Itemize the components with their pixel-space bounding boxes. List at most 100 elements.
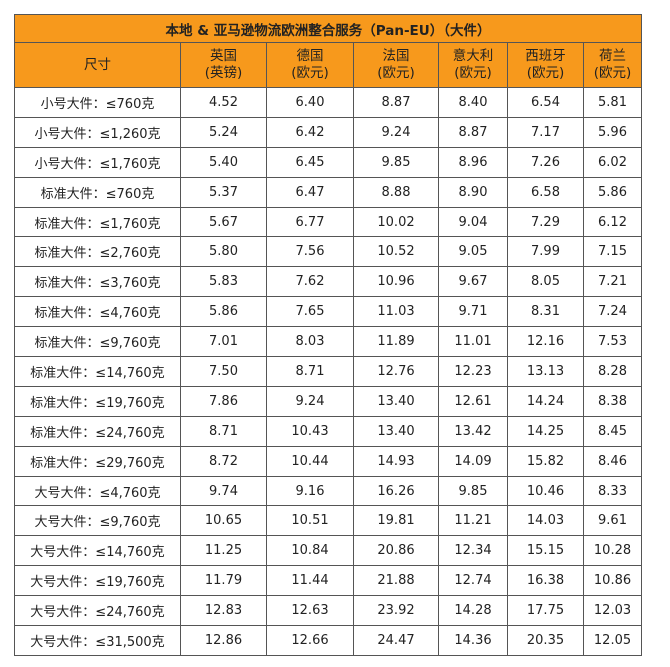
fee-cell: 8.05: [507, 266, 584, 298]
size-cell: 标准大件：≤24,760克: [14, 415, 181, 447]
fee-cell: 7.15: [582, 236, 643, 268]
fee-cell: 9.71: [438, 296, 508, 328]
header-cell: 荷兰 (欧元): [582, 42, 643, 88]
fee-cell: 12.34: [438, 535, 508, 567]
fee-cell: 11.21: [438, 505, 508, 537]
fee-cell: 10.28: [582, 535, 643, 567]
fee-cell: 12.03: [582, 595, 643, 627]
fee-cell: 13.40: [353, 385, 439, 417]
fee-cell: 10.43: [266, 415, 354, 447]
fee-cell: 13.13: [507, 356, 584, 387]
fee-cell: 8.31: [507, 296, 584, 328]
fee-cell: 7.86: [180, 385, 267, 417]
fee-cell: 4.52: [180, 87, 267, 118]
table-row: 标准大件：≤2,760克 5.80 7.56 10.52 9.05 7.99 7.15: [14, 236, 643, 268]
table-row: 标准大件：≤29,760克 8.72 10.44 14.93 14.09 15.82 8.4…: [14, 445, 643, 477]
size-cell: 大号大件：≤4,760克: [14, 475, 181, 507]
table-row: 标准大件：≤9,760克 7.01 8.03 11.89 11.01 12.16 7.53: [14, 326, 643, 358]
fee-cell: 13.42: [438, 415, 508, 447]
fee-cell: 7.99: [507, 236, 584, 268]
table-row: 小号大件：≤1,260克 5.24 6.42 9.24 8.87 7.17 5.96: [14, 116, 643, 148]
fee-cell: 14.03: [507, 505, 584, 537]
table-row: 标准大件：≤4,760克 5.86 7.65 11.03 9.71 8.31 7.24: [14, 296, 643, 328]
fee-cell: 6.02: [582, 146, 643, 178]
fee-cell: 14.24: [507, 385, 584, 417]
size-cell: 大号大件：≤9,760克: [14, 505, 181, 537]
size-cell: 标准大件：≤19,760克: [14, 385, 181, 417]
fee-cell: 8.72: [180, 445, 267, 477]
table-title: 本地 & 亚马逊物流欧洲整合服务（Pan-EU）（大件）: [13, 14, 643, 43]
fee-cell: 14.36: [438, 625, 508, 656]
table-row: 大号大件：≤24,760克 12.83 12.63 23.92 14.28 17.75 12…: [14, 595, 643, 627]
fee-cell: 7.62: [266, 266, 354, 298]
fee-cell: 6.58: [507, 176, 584, 208]
size-cell: 标准大件：≤4,760克: [14, 296, 181, 328]
fee-cell: 13.40: [353, 415, 439, 447]
fee-cell: 8.46: [582, 445, 643, 477]
fee-cell: 9.24: [353, 116, 439, 148]
fee-cell: 8.33: [582, 475, 643, 507]
size-cell: 小号大件：≤1,260克: [14, 116, 181, 148]
fee-cell: 7.17: [507, 116, 584, 148]
fee-cell: 10.46: [507, 475, 584, 507]
fee-cell: 9.67: [438, 266, 508, 298]
size-cell: 标准大件：≤29,760克: [14, 445, 181, 477]
fee-cell: 6.47: [266, 176, 354, 208]
fee-cell: 12.76: [353, 356, 439, 387]
fee-cell: 11.89: [353, 326, 439, 358]
fee-cell: 7.24: [582, 296, 643, 328]
size-cell: 小号大件：≤760克: [14, 87, 181, 118]
fee-cell: 14.09: [438, 445, 508, 477]
table-row: 小号大件：≤1,760克 5.40 6.45 9.85 8.96 7.26 6.02: [14, 146, 643, 178]
fee-cell: 10.65: [180, 505, 267, 537]
fee-cell: 11.03: [353, 296, 439, 328]
fee-cell: 9.74: [180, 475, 267, 507]
fee-cell: 5.81: [582, 87, 643, 118]
fee-cell: 10.96: [353, 266, 439, 298]
fee-cell: 10.52: [353, 236, 439, 268]
fee-cell: 8.96: [438, 146, 508, 178]
fee-cell: 16.38: [507, 565, 584, 597]
fee-cell: 10.44: [266, 445, 354, 477]
fee-cell: 16.26: [353, 475, 439, 507]
fee-cell: 8.71: [266, 356, 354, 387]
fee-cell: 5.86: [582, 176, 643, 208]
fee-cell: 5.67: [180, 206, 267, 238]
fee-cell: 8.90: [438, 176, 508, 208]
fee-cell: 20.86: [353, 535, 439, 567]
fee-cell: 5.86: [180, 296, 267, 328]
fee-cell: 6.40: [266, 87, 354, 118]
fee-cell: 5.37: [180, 176, 267, 208]
fee-cell: 14.25: [507, 415, 584, 447]
fee-cell: 7.56: [266, 236, 354, 268]
header-cell: 西班牙 (欧元): [507, 42, 584, 88]
table-row: 大号大件：≤4,760克 9.74 9.16 16.26 9.85 10.46 8.33: [14, 475, 643, 507]
fee-table: 本地 & 亚马逊物流欧洲整合服务（Pan-EU）（大件） 尺寸 英国 (英镑) 德国…: [13, 14, 643, 656]
fee-cell: 6.12: [582, 206, 643, 238]
fee-cell: 9.04: [438, 206, 508, 238]
fee-cell: 6.42: [266, 116, 354, 148]
table-row: 标准大件：≤1,760克 5.67 6.77 10.02 9.04 7.29 6.12: [14, 206, 643, 238]
table-row: 标准大件：≤24,760克 8.71 10.43 13.40 13.42 14.25 8.4…: [14, 415, 643, 447]
fee-cell: 12.16: [507, 326, 584, 358]
fee-cell: 19.81: [353, 505, 439, 537]
fee-cell: 12.61: [438, 385, 508, 417]
header-cell: 法国 (欧元): [353, 42, 439, 88]
fee-cell: 20.35: [507, 625, 584, 656]
fee-cell: 11.01: [438, 326, 508, 358]
fee-cell: 9.24: [266, 385, 354, 417]
fee-cell: 15.82: [507, 445, 584, 477]
fee-cell: 6.54: [507, 87, 584, 118]
size-cell: 大号大件：≤19,760克: [14, 565, 181, 597]
fee-cell: 9.05: [438, 236, 508, 268]
size-cell: 大号大件：≤24,760克: [14, 595, 181, 627]
fee-cell: 7.01: [180, 326, 267, 358]
fee-cell: 8.03: [266, 326, 354, 358]
size-cell: 大号大件：≤14,760克: [14, 535, 181, 567]
table-body: 小号大件：≤760克 4.52 6.40 8.87 8.40 6.54 5.81 小号大件：≤…: [14, 87, 643, 656]
fee-cell: 12.83: [180, 595, 267, 627]
fee-cell: 24.47: [353, 625, 439, 656]
fee-cell: 6.45: [266, 146, 354, 178]
header-row: 尺寸 英国 (英镑) 德国 (欧元) 法国 (欧元) 意大利 (欧元) 西班牙 (欧元) 荷…: [14, 42, 643, 88]
table-row: 小号大件：≤760克 4.52 6.40 8.87 8.40 6.54 5.81: [14, 87, 643, 118]
